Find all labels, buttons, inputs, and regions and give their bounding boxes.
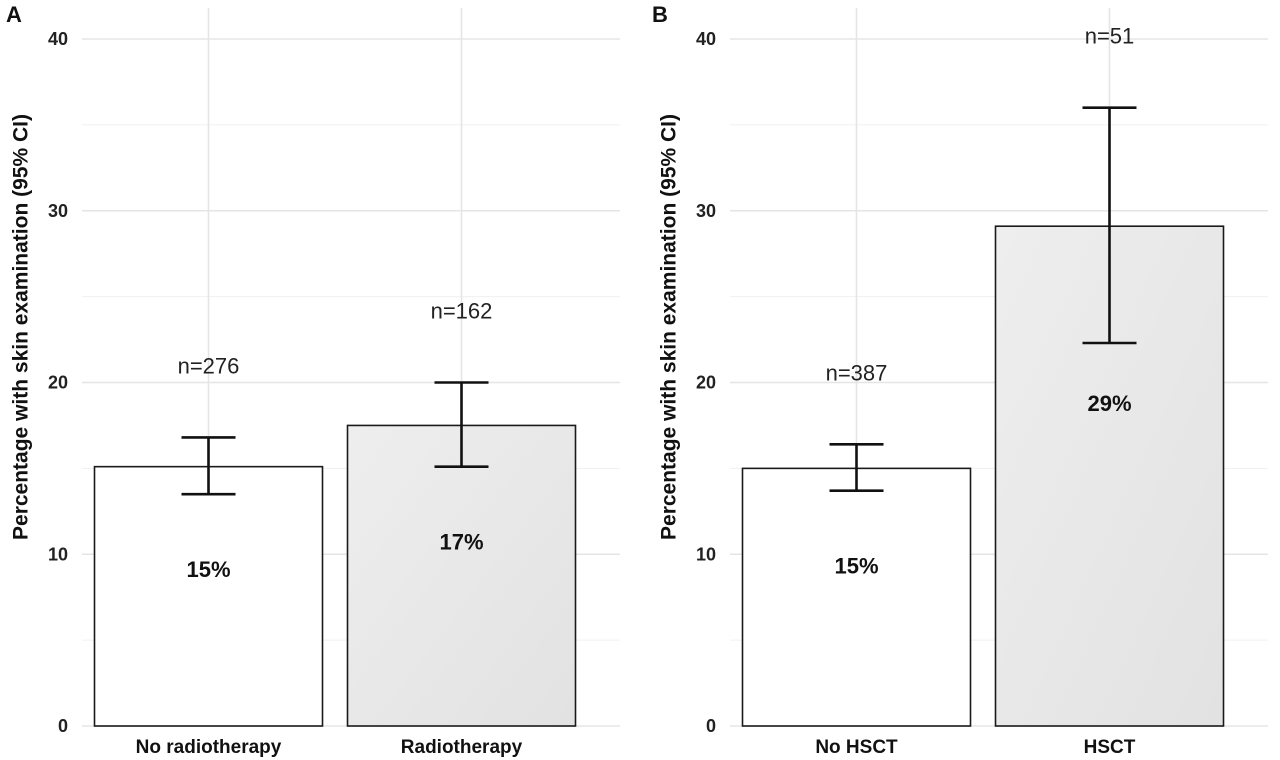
panel-a-value-label-0: 15% bbox=[186, 557, 230, 582]
panel-b-letter: B bbox=[652, 2, 668, 27]
panel-b-ytick-label: 30 bbox=[696, 201, 716, 221]
panel-b-category-label-0: No HSCT bbox=[815, 737, 898, 758]
panel-a-category-label-0: No radiotherapy bbox=[136, 737, 282, 758]
panel-a-ytick-label: 40 bbox=[48, 29, 68, 49]
panel-a-ytick-label: 30 bbox=[48, 201, 68, 221]
panel-a-y-axis-label: Percentage with skin examination (95% CI… bbox=[10, 114, 33, 540]
panel-a-value-label-1: 17% bbox=[439, 530, 483, 555]
panel-b-category-label-1: HSCT bbox=[1084, 737, 1136, 758]
panel-a-ytick-label: 10 bbox=[48, 544, 68, 564]
panel-b-y-axis-label: Percentage with skin examination (95% CI… bbox=[658, 114, 681, 540]
panel-b-ytick-label: 0 bbox=[706, 716, 716, 736]
panel-a-ytick-label: 20 bbox=[48, 373, 68, 393]
panel-a-bar-0 bbox=[93, 465, 324, 727]
panel-a-ytick-label: 0 bbox=[58, 716, 68, 736]
panel-b-bar-0 bbox=[741, 467, 972, 727]
panel-b-ytick-label: 20 bbox=[696, 373, 716, 393]
panel-a-n-label-0: n=276 bbox=[178, 353, 240, 378]
panel-a-bar-1 bbox=[346, 424, 577, 727]
panel-b-ytick-label: 10 bbox=[696, 544, 716, 564]
panel-b-n-label-1: n=51 bbox=[1085, 24, 1135, 49]
panel-b-n-label-0: n=387 bbox=[826, 360, 888, 385]
panel-b-value-label-0: 15% bbox=[834, 554, 878, 579]
panel-a-n-label-1: n=162 bbox=[431, 299, 493, 324]
panel-b-value-label-1: 29% bbox=[1087, 391, 1131, 416]
panel-b-ytick-label: 40 bbox=[696, 29, 716, 49]
panel-a-category-label-1: Radiotherapy bbox=[401, 737, 523, 758]
panel-a-letter: A bbox=[6, 2, 22, 27]
